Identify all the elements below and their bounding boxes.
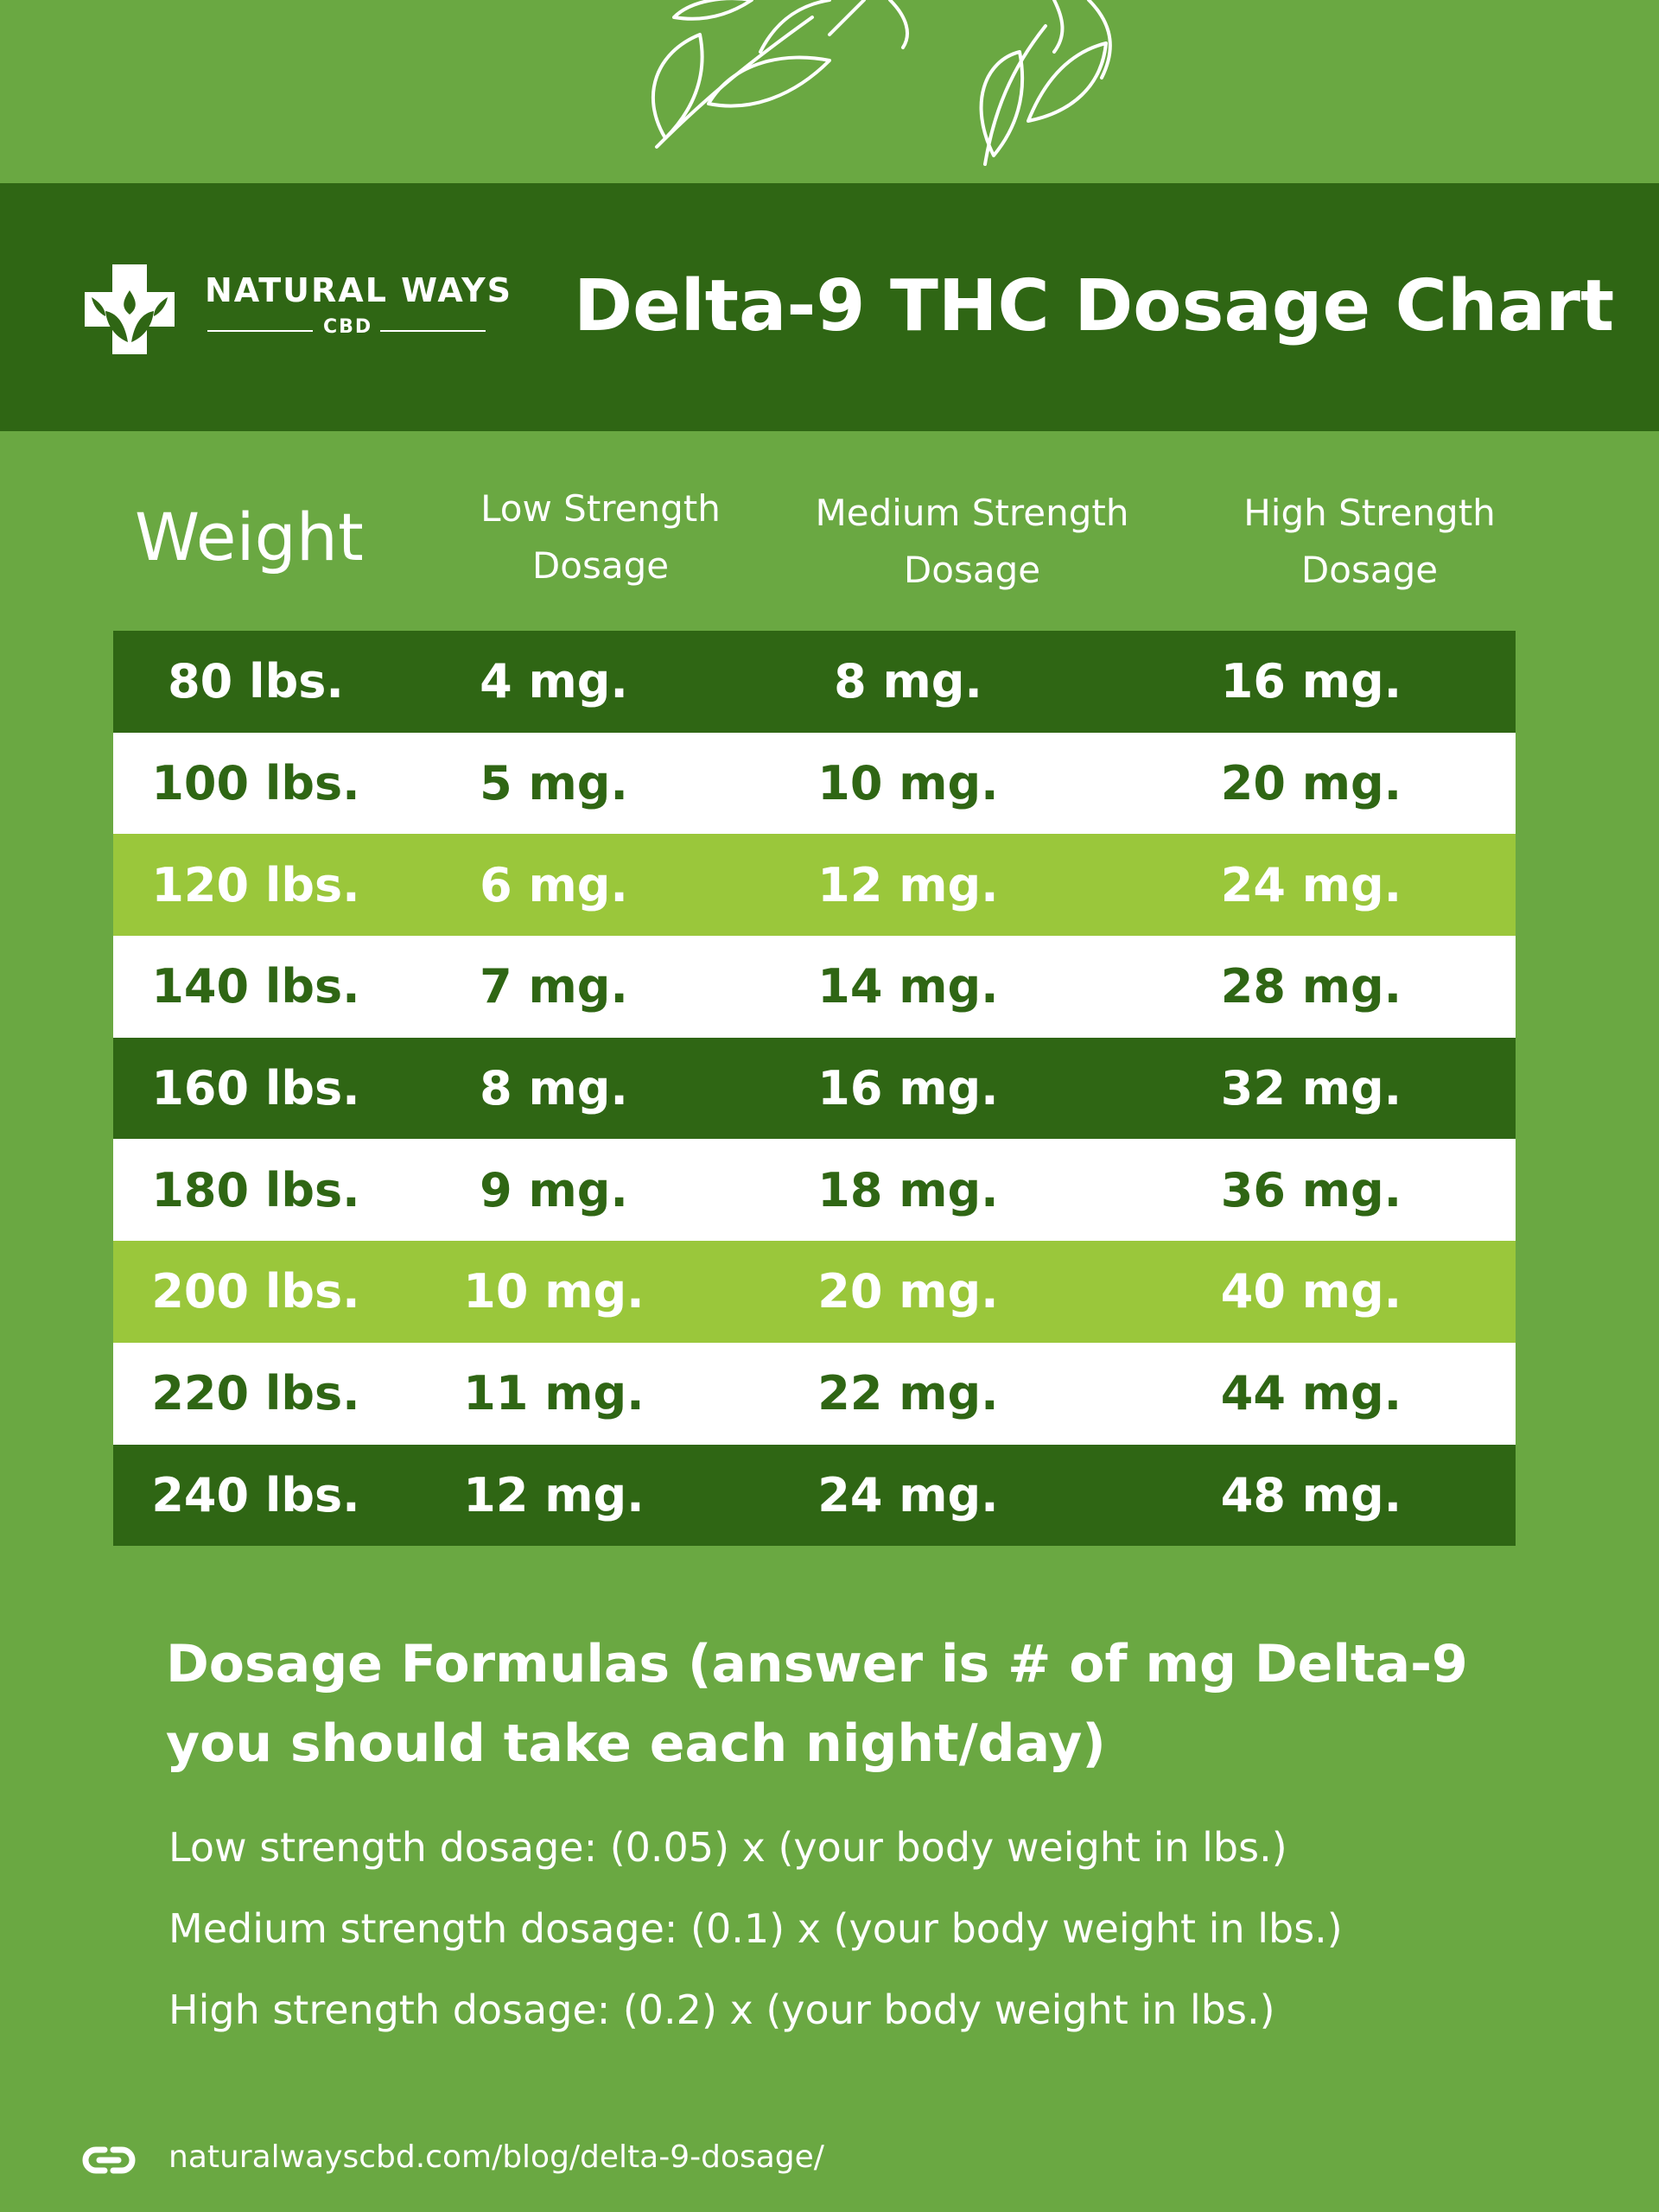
column-header-line: Weight [135,499,364,575]
dosage-cell: 7 mg. [480,959,628,1014]
formula-expr: (0.2) x (your body weight in lbs.) [622,1986,1275,2033]
column-header-weight: Weight [135,494,364,581]
table-row: 180 lbs. 9 mg. 18 mg. 36 mg. [113,1139,1516,1242]
table-row: 200 lbs. 10 mg. 20 mg. 40 mg. [113,1241,1516,1343]
brand-sub: CBD [323,316,373,338]
column-header-low: Low Strength Dosage [432,480,769,594]
dosage-cell: 4 mg. [480,654,628,709]
weight-cell: 100 lbs. [151,756,360,811]
table-row: 100 lbs. 5 mg. 10 mg. 20 mg. [113,732,1516,835]
dosage-cell: 32 mg. [1220,1061,1402,1116]
dosage-cell: 16 mg. [817,1061,999,1116]
dosage-cell: 24 mg. [817,1467,999,1522]
dosage-cell: 6 mg. [480,857,628,912]
dosage-cell: 18 mg. [817,1162,999,1217]
formula-expr: (0.1) x (your body weight in lbs.) [690,1905,1343,1952]
formula-label: Low strength dosage: [168,1824,598,1871]
formula-expr: (0.05) x (your body weight in lbs.) [609,1824,1287,1871]
column-header-line: Low Strength [480,487,721,530]
dosage-cell: 22 mg. [817,1366,999,1421]
weight-cell: 120 lbs. [151,857,360,912]
page-title: Delta-9 THC Dosage Chart [574,265,1615,347]
dosage-cell: 44 mg. [1220,1366,1402,1421]
dosage-cell: 11 mg. [463,1366,645,1421]
table-row: 220 lbs. 11 mg. 22 mg. 44 mg. [113,1342,1516,1445]
formula-medium: Medium strength dosage: (0.1) x (your bo… [168,1903,1343,1955]
dosage-cell: 20 mg. [817,1264,999,1319]
weight-cell: 220 lbs. [151,1366,360,1421]
formula-high: High strength dosage: (0.2) x (your body… [168,1984,1275,2036]
dosage-cell: 5 mg. [480,756,628,811]
formula-low: Low strength dosage: (0.05) x (your body… [168,1821,1287,1873]
leaf-branch-icon [651,0,1112,166]
dosage-cell: 9 mg. [480,1162,628,1217]
weight-cell: 80 lbs. [168,654,344,709]
table-row: 140 lbs. 7 mg. 14 mg. 28 mg. [113,936,1516,1038]
weight-cell: 140 lbs. [151,959,360,1014]
dosage-cell: 28 mg. [1220,959,1402,1014]
dosage-cell: 10 mg. [463,1264,645,1319]
column-header-line: Dosage [903,549,1041,591]
column-header-medium: Medium Strength Dosage [760,485,1184,599]
table-row: 240 lbs. 12 mg. 24 mg. 48 mg. [113,1444,1516,1547]
dosage-cell: 12 mg. [817,857,999,912]
column-header-line: Dosage [531,544,670,587]
dosage-cell: 36 mg. [1220,1162,1402,1217]
table-row: 80 lbs. 4 mg. 8 mg. 16 mg. [113,631,1516,733]
link-icon[interactable] [82,2143,136,2177]
weight-cell: 200 lbs. [151,1264,360,1319]
dosage-cell: 14 mg. [817,959,999,1014]
dosage-cell: 16 mg. [1220,654,1402,709]
dosage-cell: 8 mg. [480,1061,628,1116]
dosage-cell: 10 mg. [817,756,999,811]
dosage-cell: 20 mg. [1220,756,1402,811]
brand-divider-left [207,330,313,332]
dosage-cell: 12 mg. [463,1467,645,1522]
table-row: 160 lbs. 8 mg. 16 mg. 32 mg. [113,1037,1516,1140]
formula-label: Medium strength dosage: [168,1905,678,1952]
brand-divider-right [380,330,486,332]
brand-logo: NATURAL WAYS CBD [79,259,529,363]
weight-cell: 160 lbs. [151,1061,360,1116]
header-band [0,183,1659,431]
column-header-line: High Strength [1243,492,1496,534]
footer-link[interactable]: naturalwayscbd.com/blog/delta-9-dosage/ [168,2139,824,2175]
weight-cell: 180 lbs. [151,1162,360,1217]
brand-cross-logo-icon [85,264,175,354]
column-header-high: High Strength Dosage [1201,485,1538,599]
dosage-cell: 40 mg. [1220,1264,1402,1319]
column-header-line: Medium Strength [815,492,1129,534]
dosage-cell: 24 mg. [1220,857,1402,912]
brand-name: NATURAL WAYS [205,271,513,309]
weight-cell: 240 lbs. [151,1467,360,1522]
dosage-table: 80 lbs. 4 mg. 8 mg. 16 mg. 100 lbs. 5 mg. 10 m… [113,631,1516,1547]
dosage-cell: 48 mg. [1220,1467,1402,1522]
formula-label: High strength dosage: [168,1986,611,2033]
table-row: 120 lbs. 6 mg. 12 mg. 24 mg. [113,834,1516,937]
dosage-cell: 8 mg. [834,654,982,709]
column-header-line: Dosage [1300,549,1439,591]
formulas-heading: Dosage Formulas (answer is # of mg Delta… [166,1634,1468,1774]
